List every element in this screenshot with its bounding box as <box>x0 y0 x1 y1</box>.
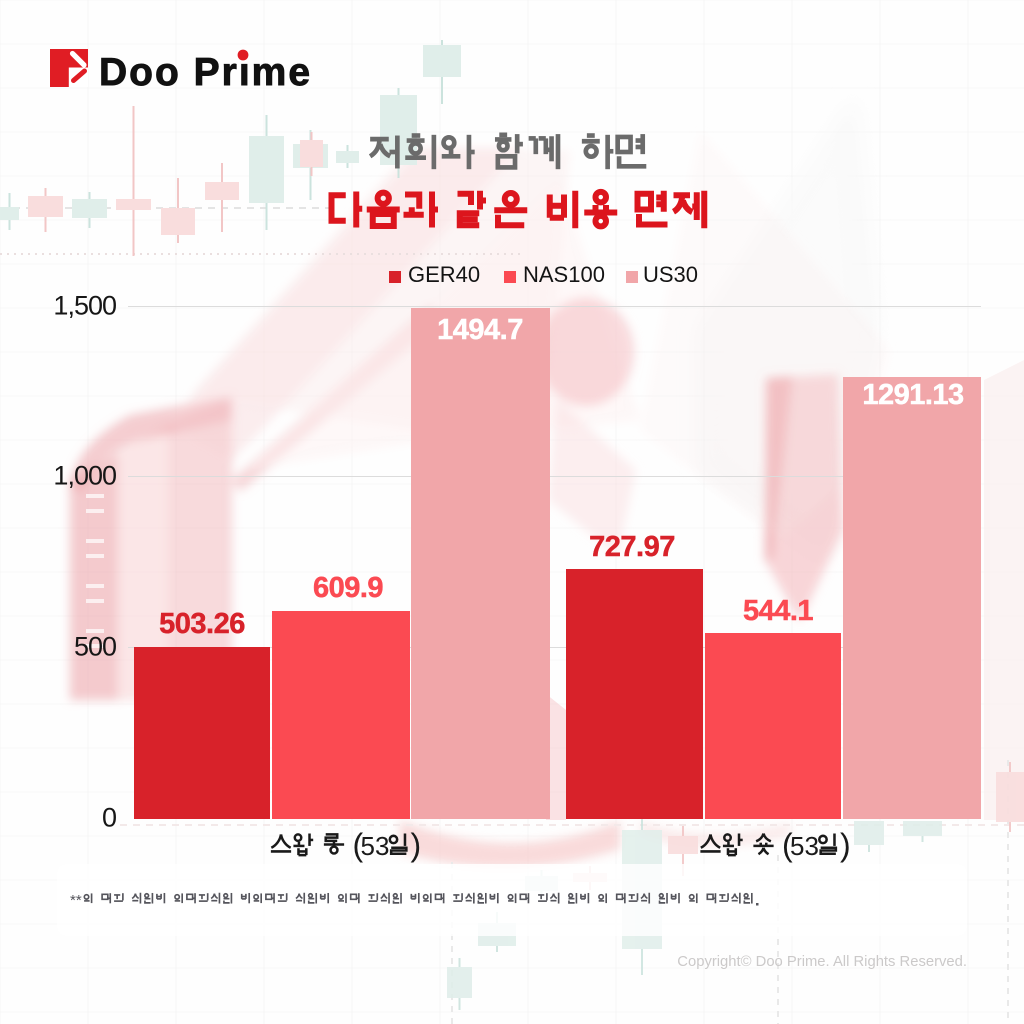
svg-text:53: 53 <box>361 831 390 861</box>
svg-text:**: ** <box>70 892 82 909</box>
svg-text:): ) <box>411 827 422 863</box>
svg-text:(: ( <box>782 827 793 863</box>
svg-text:53: 53 <box>790 831 819 861</box>
svg-text:Doo Prıme: Doo Prıme <box>99 51 312 94</box>
svg-text:): ) <box>840 827 851 863</box>
svg-text:(: ( <box>353 827 364 863</box>
